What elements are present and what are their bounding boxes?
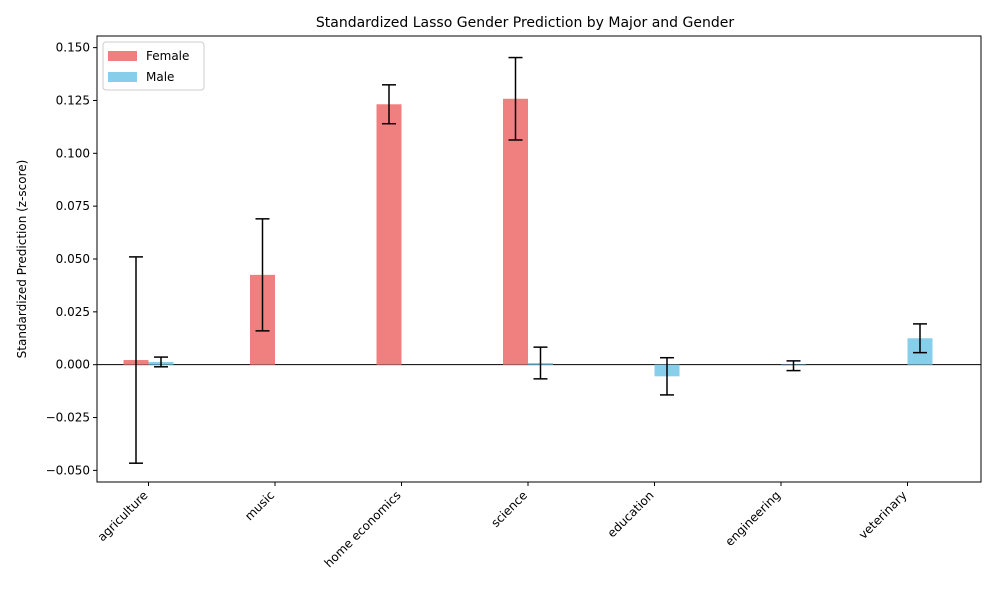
legend: Female Male: [102, 41, 205, 91]
y-tick-label: 0.025: [56, 305, 90, 319]
error-bar-male-agriculture: [154, 356, 168, 368]
x-tick-label: veterinary: [856, 488, 910, 542]
x-tick-label: engineering: [722, 488, 783, 549]
error-bar-female-home-economics: [382, 84, 396, 125]
y-tick-label: 0.150: [56, 41, 90, 55]
legend-label-female: Female: [146, 49, 189, 63]
y-tick-label: 0.000: [56, 358, 90, 372]
y-tick-label: −0.050: [46, 463, 90, 477]
legend-swatch-female: [108, 51, 137, 61]
x-tick-label: agriculture: [95, 488, 151, 544]
legend-label-male: Male: [146, 70, 174, 84]
y-tick-label: 0.100: [56, 146, 90, 160]
error-bar-male-science: [533, 346, 548, 380]
plot-frame: [96, 35, 982, 483]
y-tick-label: −0.025: [46, 411, 90, 425]
x-tick-label: science: [488, 488, 530, 530]
error-bar-male-veterinary: [913, 323, 927, 354]
chart-title: Standardized Lasso Gender Prediction by …: [316, 15, 734, 31]
error-bar-male-engineering: [786, 360, 801, 372]
x-tick-label: music: [242, 488, 277, 523]
error-bar-male-education: [660, 356, 674, 396]
x-tick-label: education: [605, 488, 657, 540]
y-axis-label: Standardized Prediction (z-score): [15, 160, 29, 359]
error-bar-female-agriculture: [129, 256, 143, 464]
x-tick-label: home economics: [322, 488, 404, 570]
legend-swatch-male: [108, 72, 137, 82]
bar-female-science: [503, 98, 528, 365]
y-tick-label: 0.075: [56, 199, 90, 213]
error-bar-female-science: [508, 56, 523, 141]
bar-female-home-economics: [376, 104, 402, 365]
error-bar-female-music: [255, 218, 270, 332]
plot-area: −0.050 −0.025 0.000 0.025 0.050 0.075 0.100 0.1…: [46, 35, 982, 570]
y-tick-label: 0.125: [56, 93, 90, 107]
y-tick-label: 0.050: [56, 252, 90, 266]
